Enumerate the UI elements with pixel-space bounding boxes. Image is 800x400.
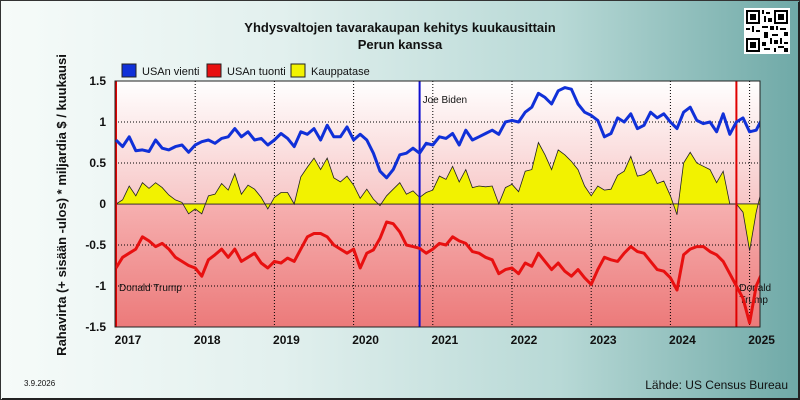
y-tick-label: 0 (99, 197, 106, 211)
y-axis-label: Rahavirta (+ sisään -ulos) * miljardia $… (54, 54, 69, 356)
y-tick-label: -0.5 (85, 238, 106, 252)
vienti-line (115, 86, 760, 180)
y-tick-label: -1.5 (85, 320, 106, 334)
y-tick-label: 0.5 (89, 156, 106, 170)
x-tick-label: 2017 (115, 333, 142, 347)
axis-labels: 1.5 1 0.5 0 -0.5 -1 -1.5 2017 2018 2019 2020 2021 20… (85, 74, 775, 347)
legend-swatch (290, 63, 306, 78)
legend: USAn vienti USAn tuonti Kauppatase (121, 63, 370, 78)
plot-background-negative (115, 204, 760, 327)
chart-title: Yhdysvaltojen tavarakaupan kehitys kuuka… (244, 20, 556, 35)
y-tick-label: 1 (99, 115, 106, 129)
y-tick-label: 1.5 (89, 74, 106, 88)
x-tick-label: 2018 (194, 333, 221, 347)
legend-label: USAn vienti (142, 66, 199, 78)
series-lines (115, 86, 760, 325)
legend-swatch (121, 63, 137, 78)
x-tick-label: 2022 (511, 333, 538, 347)
x-tick-label: 2021 (431, 333, 458, 347)
x-tick-label: 2019 (273, 333, 300, 347)
date-label: 3.9.2026 (24, 379, 56, 388)
chart-subtitle: Perun kanssa (357, 37, 443, 52)
source-label: Lähde: US Census Bureau (645, 378, 788, 392)
legend-swatch (206, 63, 222, 78)
plot-border (114, 80, 761, 328)
balance-area-group (115, 141, 760, 251)
event-label: Donald Trump (119, 283, 182, 294)
legend-label: Kauppatase (311, 66, 370, 78)
y-tick-label: -1 (95, 279, 106, 293)
x-tick-label: 2023 (590, 333, 617, 347)
x-tick-label: 2020 (352, 333, 379, 347)
x-tick-label: 2025 (748, 333, 775, 347)
legend-label: USAn tuonti (227, 66, 286, 78)
x-tick-label: 2024 (669, 333, 696, 347)
tuonti-line (115, 220, 760, 325)
qr-code[interactable] (744, 8, 790, 54)
event-label: Joe Biden (423, 95, 467, 106)
kauppatase-area (115, 141, 760, 251)
